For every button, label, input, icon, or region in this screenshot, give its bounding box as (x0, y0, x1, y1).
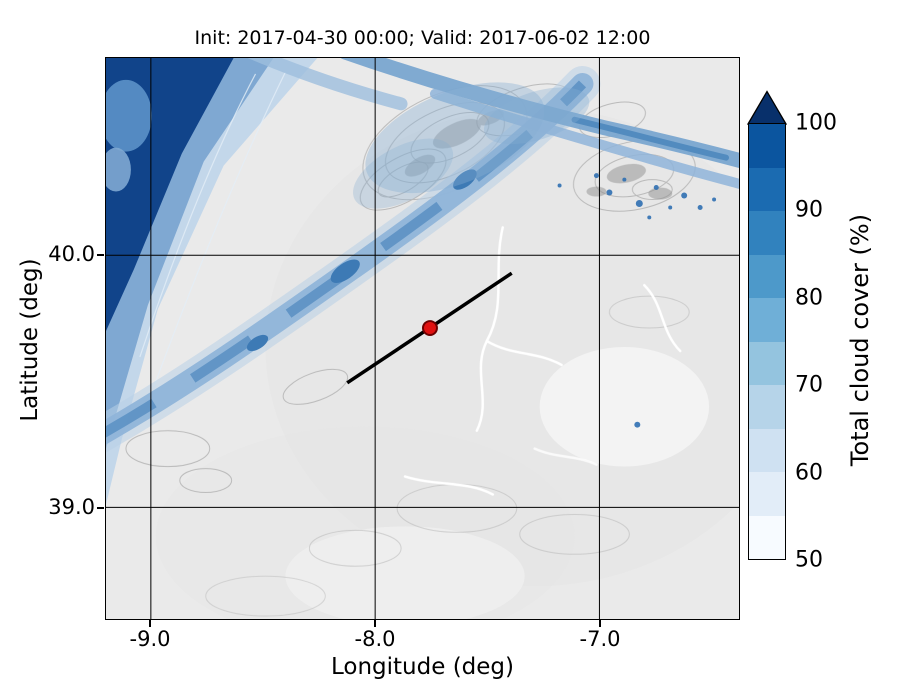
plot-title: Init: 2017-04-30 00:00; Valid: 2017-06-0… (194, 27, 651, 49)
station-marker (422, 320, 438, 337)
colorbar: 100 90 80 70 60 50 Total cloud cover (%) (747, 90, 900, 620)
colorbar-segment (749, 167, 785, 211)
mountain-cloud-veil (353, 82, 590, 209)
colorbar-segment (749, 341, 785, 385)
colorbar-segments (748, 123, 786, 560)
y-tick-mark (97, 507, 104, 509)
northern-cloud-streaks (247, 58, 739, 189)
x-tick-mark (599, 620, 601, 627)
colorbar-tick-label: 50 (795, 547, 823, 573)
colorbar-extend-arrow (747, 90, 787, 125)
colorbar-segment (749, 472, 785, 516)
y-tick-label: 40.0 (48, 242, 95, 266)
x-tick-label: -7.0 (579, 627, 621, 651)
grid-lines (106, 58, 739, 619)
colorbar-segment (749, 254, 785, 298)
colorbar-segment (749, 428, 785, 472)
x-tick-mark (149, 620, 151, 627)
cloud-band-core (106, 80, 587, 438)
colorbar-tick-label: 60 (795, 460, 823, 486)
river-lines (403, 226, 682, 496)
cloud-band-dense-cells (246, 169, 477, 352)
terrain-peaks (404, 110, 673, 200)
scattered-cloud-cells (557, 173, 717, 428)
colorbar-tick-label: 90 (795, 197, 823, 223)
coastal-contour-lines (139, 71, 286, 388)
colorbar-segment (749, 515, 785, 559)
map-canvas (106, 58, 739, 619)
colorbar-tick-label: 70 (795, 372, 823, 398)
x-tick-mark (374, 620, 376, 627)
y-tick-mark (97, 254, 104, 256)
y-tick-label: 39.0 (48, 495, 95, 519)
y-axis-label: Latitude (deg) (17, 258, 43, 422)
map-plot (105, 57, 740, 620)
colorbar-tick-label: 80 (795, 285, 823, 311)
colorbar-tick-label: 100 (795, 110, 837, 136)
x-tick-label: -8.0 (354, 627, 396, 651)
x-axis-label: Longitude (deg) (330, 654, 514, 680)
colorbar-segment (749, 298, 785, 342)
colorbar-segment (749, 124, 785, 168)
colorbar-label: Total cloud cover (%) (846, 213, 874, 467)
colorbar-segment (749, 385, 785, 429)
colorbar-segment (749, 211, 785, 255)
x-tick-label: -9.0 (129, 627, 171, 651)
ocean-inner-patches (106, 79, 152, 192)
